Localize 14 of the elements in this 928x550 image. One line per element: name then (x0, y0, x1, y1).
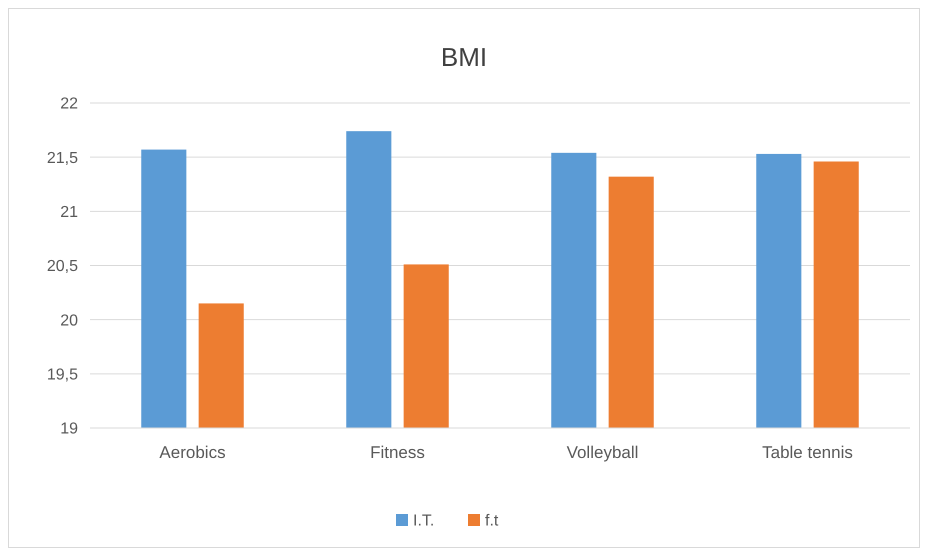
x-tick-label: Volleyball (566, 443, 638, 462)
chart-title: BMI (440, 42, 488, 72)
y-tick-label: 20 (60, 312, 78, 330)
legend-label: f.t (485, 512, 499, 530)
x-tick-label: Table tennis (762, 443, 853, 462)
y-tick-label: 21,5 (46, 150, 78, 167)
x-tick-label: Aerobics (159, 443, 226, 462)
y-tick-label: 19,5 (46, 366, 78, 384)
y-tick-label: 22 (60, 96, 78, 113)
legend-label: I.T. (413, 512, 434, 530)
y-tick-label: 21 (60, 204, 78, 221)
x-tick-label: Fitness (370, 443, 425, 462)
y-tick-label: 20,5 (46, 258, 78, 276)
y-tick-label: 19 (60, 420, 78, 438)
